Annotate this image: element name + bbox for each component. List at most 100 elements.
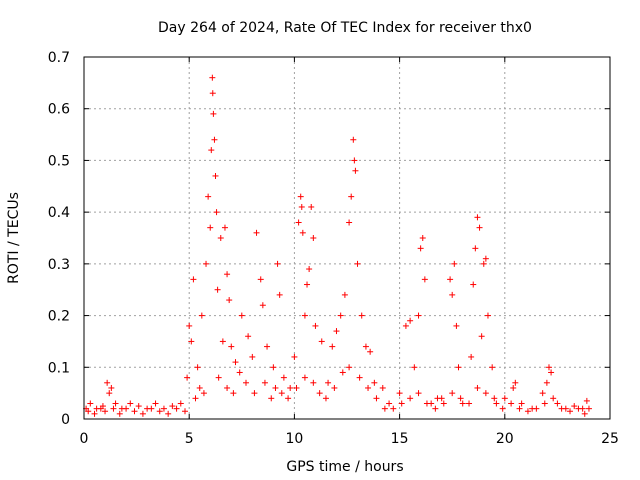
data-point (407, 395, 414, 402)
data-point (346, 219, 353, 226)
data-point (348, 193, 355, 200)
data-point (539, 390, 546, 397)
data-point (209, 90, 216, 97)
data-point (270, 364, 277, 371)
y-tick-label: 0 (61, 412, 70, 428)
y-axis-label: ROTI / TECUs (6, 192, 22, 284)
data-point (478, 333, 485, 340)
data-point (104, 379, 111, 386)
data-point (470, 281, 477, 288)
data-point (438, 395, 445, 402)
data-point (548, 369, 555, 376)
data-point (230, 390, 237, 397)
data-point (386, 400, 393, 407)
data-point (160, 405, 167, 412)
data-point (264, 343, 271, 350)
axis-ticks: 0 5 10 15 20 25 0 0.1 0.2 0.3 0.4 0.5 0.6 0.7 (48, 50, 619, 447)
data-point (304, 281, 311, 288)
data-point (352, 167, 359, 174)
data-point (213, 209, 220, 216)
data-point (447, 276, 454, 283)
data-point (200, 390, 207, 397)
data-point (251, 390, 258, 397)
data-point (571, 403, 578, 410)
data-point (367, 348, 374, 355)
data-point (186, 322, 193, 329)
y-tick-label: 0.2 (48, 309, 70, 325)
data-point (567, 408, 574, 415)
data-point (329, 343, 336, 350)
y-tick-label: 0.4 (48, 205, 70, 221)
data-point (318, 338, 325, 345)
data-point (484, 312, 491, 319)
data-point (558, 405, 565, 412)
data-point (554, 400, 561, 407)
data-point (499, 405, 506, 412)
data-point (261, 379, 268, 386)
y-tick-label: 0.7 (48, 50, 70, 66)
data-point (116, 410, 123, 417)
data-point (184, 374, 191, 381)
data-point (480, 260, 487, 267)
data-point (123, 405, 130, 412)
data-point (501, 395, 508, 402)
data-point (152, 400, 159, 407)
data-point (550, 395, 557, 402)
data-point (249, 353, 256, 360)
data-point (423, 400, 430, 407)
data-point (257, 276, 264, 283)
data-point (203, 260, 210, 267)
data-point (354, 260, 361, 267)
data-point (468, 353, 475, 360)
data-point (156, 408, 163, 415)
y-tick-label: 0.6 (48, 102, 70, 118)
data-point (173, 405, 180, 412)
data-point (259, 302, 266, 309)
x-tick-label: 5 (185, 431, 194, 447)
data-point (272, 384, 279, 391)
data-point (280, 374, 287, 381)
y-tick-label: 0.3 (48, 257, 70, 273)
data-point (224, 384, 231, 391)
data-point (97, 405, 104, 412)
data-point (440, 400, 447, 407)
data-point (110, 405, 117, 412)
data-point (516, 405, 523, 412)
data-point (583, 397, 590, 404)
data-point (482, 255, 489, 262)
data-point (417, 245, 424, 252)
data-point (407, 317, 414, 324)
data-point (312, 322, 319, 329)
plot-frame (83, 56, 611, 420)
data-point (276, 291, 283, 298)
data-point (285, 395, 292, 402)
data-point (518, 400, 525, 407)
data-point (215, 374, 222, 381)
data-point (297, 193, 304, 200)
data-point (365, 384, 372, 391)
data-point (489, 364, 496, 371)
data-point (301, 312, 308, 319)
data-point (379, 384, 386, 391)
data-point (411, 364, 418, 371)
data-point (205, 193, 212, 200)
data-point (373, 395, 380, 402)
data-point (449, 291, 456, 298)
data-point (545, 364, 552, 371)
data-point (190, 276, 197, 283)
data-point (192, 395, 199, 402)
data-point (585, 405, 592, 412)
data-point (491, 395, 498, 402)
data-point (415, 390, 422, 397)
data-point (331, 384, 338, 391)
data-point (291, 353, 298, 360)
data-point (209, 74, 216, 81)
data-point (541, 400, 548, 407)
x-tick-label: 0 (80, 431, 89, 447)
data-point (451, 260, 458, 267)
data-point (419, 235, 426, 241)
data-point (449, 390, 456, 397)
data-point (339, 369, 346, 376)
data-point (421, 276, 428, 283)
